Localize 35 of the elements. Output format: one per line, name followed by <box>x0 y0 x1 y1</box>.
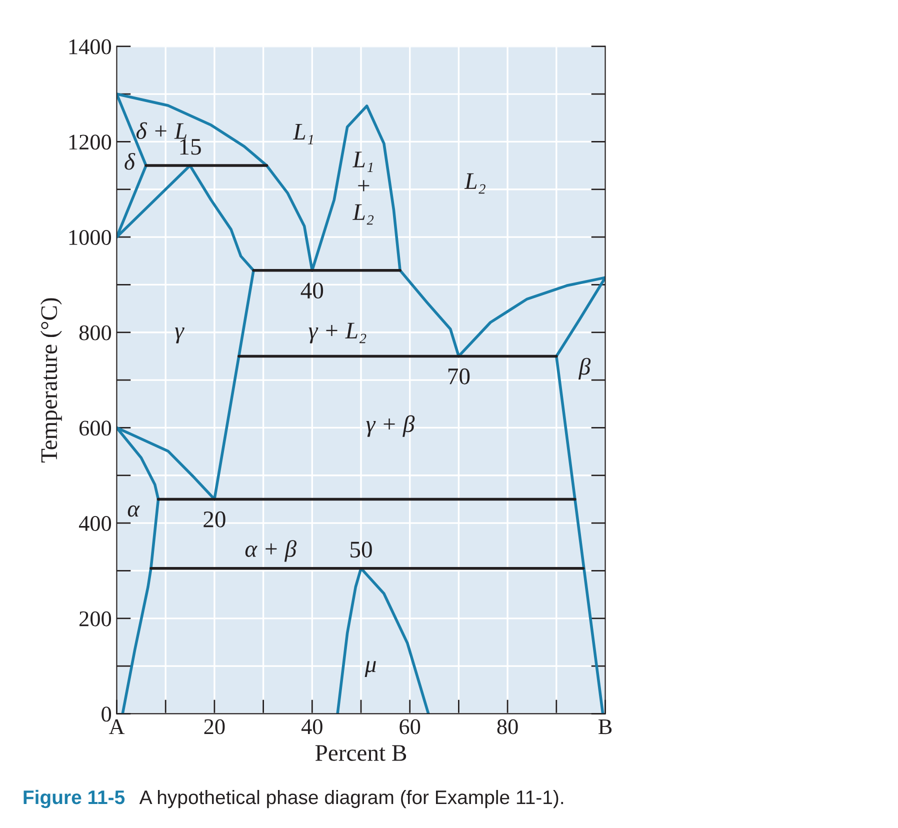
caption: Figure 11-5 <box>24 790 125 808</box>
y-tick-label: 0 <box>102 706 112 722</box>
annotation: 50 <box>350 542 372 558</box>
x-tick-label: A <box>108 719 125 734</box>
y-axis-title: Temperature (°C) <box>40 298 62 463</box>
annotation: α + β <box>245 540 297 562</box>
y-tick-label: 1200 <box>69 134 112 150</box>
x-tick-label: 40 <box>301 719 322 734</box>
annotation: L₂ <box>464 173 486 194</box>
annotation: μ <box>364 661 376 678</box>
text: A hypothetical phase diagram (for Example 11-1). <box>139 790 564 808</box>
y-tick-label: 800 <box>79 325 112 340</box>
x-tick-label: B <box>598 719 612 734</box>
annotation: 40 <box>300 282 324 299</box>
annotation: γ + β <box>366 415 415 437</box>
x-tick-label: 20 <box>204 719 225 734</box>
y-tick-label: 200 <box>80 611 112 626</box>
annotation: L₁ <box>292 124 313 144</box>
y-tick-label: 600 <box>80 420 112 436</box>
y-tick-label: 400 <box>78 516 112 531</box>
x-tick-label: 80 <box>497 719 518 734</box>
annotation: δ + L <box>136 122 186 140</box>
annotation: β <box>578 358 591 380</box>
annotation: 20 <box>204 511 226 528</box>
annotation: L₁ + L₂ <box>352 152 374 225</box>
y-tick-label: 1000 <box>69 230 112 245</box>
annotation: 15 <box>180 138 201 155</box>
x-tick-label: 60 <box>400 719 420 734</box>
x-axis-title: Percent B <box>315 745 406 761</box>
annotation: 70 <box>448 368 470 384</box>
annotation: δ <box>124 153 136 170</box>
annotation: α <box>128 505 140 517</box>
annotation: γ <box>175 328 184 344</box>
annotation: γ + L₂ <box>308 322 366 344</box>
y-tick-label: 1400 <box>69 39 112 54</box>
